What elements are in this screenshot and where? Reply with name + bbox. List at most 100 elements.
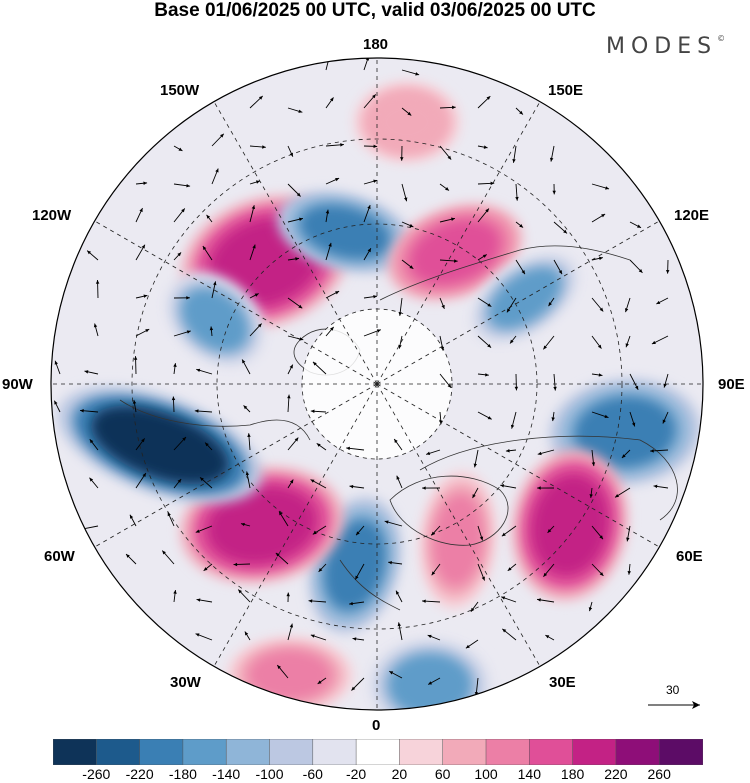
wind-arrow xyxy=(287,297,303,309)
wind-arrow xyxy=(501,596,517,603)
wind-arrow xyxy=(396,475,403,489)
meridian-line xyxy=(211,98,378,385)
wind-arrow xyxy=(401,221,414,228)
colorbar-swatch xyxy=(182,739,227,765)
wind-arrow xyxy=(477,145,488,149)
wind-arrow xyxy=(547,525,555,534)
wind-arrow xyxy=(209,326,214,337)
colorbar-swatch xyxy=(53,739,98,765)
wind-arrow xyxy=(133,356,138,375)
wind-arrow xyxy=(626,525,631,542)
wind-arrow xyxy=(591,525,604,540)
wind-arrow xyxy=(439,411,443,425)
lon-label-120e: 120E xyxy=(674,207,710,224)
wind-arrow xyxy=(287,335,304,341)
wind-arrow xyxy=(199,477,213,489)
wind-arrow xyxy=(287,437,299,451)
wind-arrow xyxy=(515,259,526,275)
anomaly-contour xyxy=(409,219,501,285)
wind-arrow xyxy=(384,520,403,527)
wind-arrow xyxy=(173,478,182,489)
meridian-line xyxy=(376,383,663,550)
meridian-line xyxy=(376,383,543,670)
wind-arrow xyxy=(477,95,491,109)
wind-arrow xyxy=(439,373,452,389)
wind-arrow xyxy=(194,409,213,413)
wind-arrow xyxy=(173,183,191,188)
wind-arrow xyxy=(86,250,99,261)
wind-arrow xyxy=(195,525,213,533)
anomaly-contour xyxy=(531,474,609,576)
wind-arrow xyxy=(363,204,371,223)
colorbar-swatch xyxy=(312,739,357,765)
map-boundary xyxy=(50,57,704,711)
wind-arrow xyxy=(614,487,631,498)
wind-arrow xyxy=(325,242,332,261)
wind-arrow xyxy=(287,394,291,413)
wind-arrow xyxy=(545,634,555,641)
colorbar-swatch xyxy=(529,739,574,765)
colorbar-swatch xyxy=(442,739,487,765)
wind-arrow xyxy=(553,259,563,275)
reference-vector-arrow xyxy=(648,701,700,709)
wind-arrow xyxy=(135,328,150,337)
wind-arrow xyxy=(477,335,492,348)
wind-arrow xyxy=(211,168,219,185)
wind-arrow xyxy=(627,563,631,575)
wind-arrow xyxy=(591,411,609,419)
wind-arrow xyxy=(422,486,441,490)
lon-label-30w: 30W xyxy=(170,674,201,691)
wind-arrow xyxy=(505,448,517,453)
wind-arrow xyxy=(509,335,517,344)
wind-arrow xyxy=(363,294,378,299)
colorbar-swatch xyxy=(96,739,141,765)
wind-arrow xyxy=(422,599,441,603)
wind-arrow xyxy=(287,217,304,223)
wind-arrow xyxy=(398,297,403,316)
wind-arrow xyxy=(287,364,294,375)
anomaly-contour xyxy=(180,287,250,353)
wind-arrow xyxy=(245,471,251,489)
wind-arrow xyxy=(195,633,213,641)
wind-arrow xyxy=(662,411,669,424)
meridian-line xyxy=(376,218,663,385)
wind-arrow xyxy=(514,373,519,391)
colorbar-tick-label: 20 xyxy=(391,766,408,782)
colorbar-tick-label: -260 xyxy=(82,766,111,782)
wind-arrow xyxy=(548,297,555,307)
lon-label-90e: 90E xyxy=(718,376,745,393)
meridian-line xyxy=(91,383,378,550)
wind-vectors xyxy=(53,58,670,696)
wind-arrow xyxy=(439,297,445,310)
wind-arrow xyxy=(173,590,177,603)
colorbar-tick-label: -100 xyxy=(255,766,284,782)
anomaly-contour xyxy=(371,94,443,150)
wind-arrow xyxy=(629,221,642,229)
wind-arrow xyxy=(395,590,403,603)
wind-arrow xyxy=(427,634,441,641)
meridian-line xyxy=(376,98,543,385)
wind-arrow xyxy=(629,259,643,274)
wind-arrow xyxy=(477,373,489,377)
lon-label-0: 0 xyxy=(372,717,381,734)
wind-arrow xyxy=(625,335,631,348)
wind-arrow xyxy=(249,180,261,185)
wind-arrow xyxy=(537,449,555,456)
wind-arrow xyxy=(325,97,334,109)
wind-arrow xyxy=(431,563,441,576)
wind-arrow xyxy=(316,443,327,451)
wind-arrow xyxy=(624,297,631,313)
colorbar-swatch xyxy=(399,739,444,765)
wind-arrow xyxy=(173,296,190,300)
wind-arrow xyxy=(84,370,99,375)
wind-arrow xyxy=(477,525,484,541)
wind-arrow xyxy=(536,598,555,603)
lon-label-30e: 30E xyxy=(549,674,576,691)
colorbar-tick-label: 60 xyxy=(434,766,451,782)
colorbar-tick-label: -60 xyxy=(302,766,323,782)
wind-arrow xyxy=(93,323,99,337)
anomaly-contour xyxy=(207,486,317,564)
wind-arrow xyxy=(211,133,225,147)
wind-arrow xyxy=(400,145,404,161)
wind-arrow xyxy=(552,183,556,195)
